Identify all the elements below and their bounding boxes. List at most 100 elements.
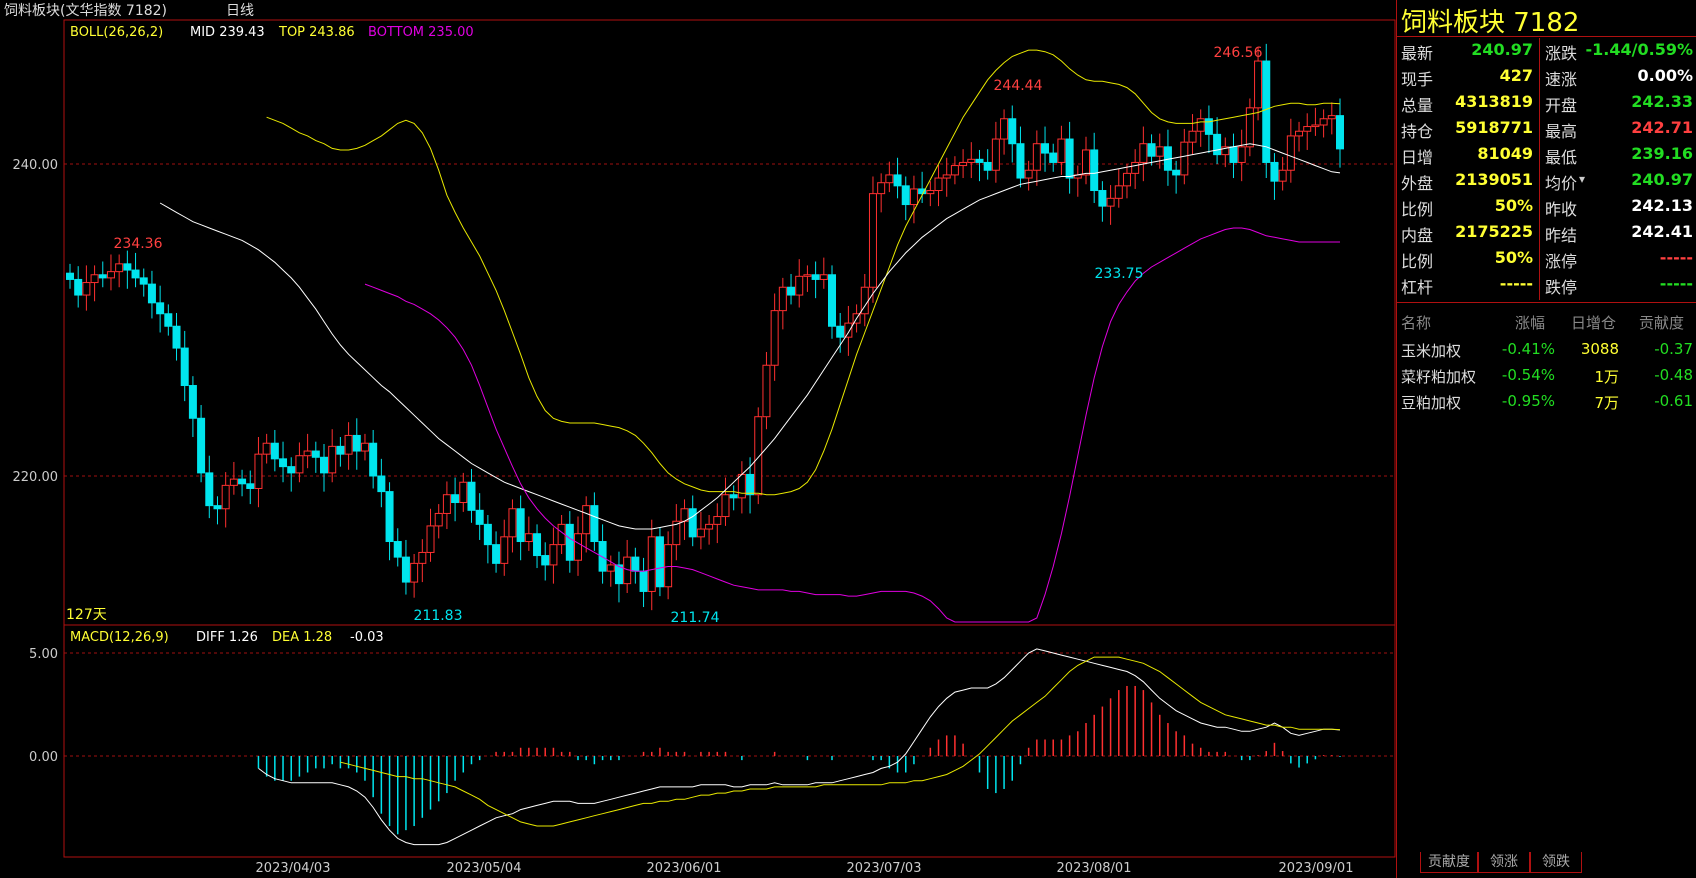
- candle-body: [1032, 143, 1041, 171]
- quote-value: -----: [1659, 274, 1693, 293]
- candle-body: [991, 138, 1000, 171]
- candle-body: [1188, 130, 1197, 143]
- candle-body: [614, 564, 623, 585]
- x-tick-label: 2023/05/04: [447, 861, 522, 876]
- macd-name[interactable]: MACD(12,26,9): [70, 630, 169, 645]
- boll-top: TOP 243.86: [278, 25, 355, 40]
- quote-value: 427: [1499, 66, 1533, 85]
- candle-body: [1000, 118, 1009, 140]
- candle-body: [483, 523, 492, 546]
- col-contrib[interactable]: 贡献度: [1639, 314, 1685, 332]
- row-name[interactable]: 豆粕加权: [1401, 394, 1462, 412]
- candle-body: [336, 445, 345, 455]
- quote-divider-bottom: [1397, 302, 1696, 303]
- quote-label: 涨跌: [1545, 44, 1578, 63]
- row-oi[interactable]: 7万: [1594, 394, 1619, 412]
- quote-title: 饲料板块 7182: [1401, 8, 1580, 38]
- kline-chart[interactable]: 240.00 220.00 5.00 0.00 2023/04/03 2023/05/04…: [0, 0, 1396, 878]
- col-name[interactable]: 名称: [1401, 314, 1432, 332]
- col-oi[interactable]: 日增仓: [1571, 314, 1617, 332]
- candle-body: [582, 505, 591, 535]
- candle-body: [82, 282, 91, 296]
- candle-body: [926, 190, 935, 195]
- candle-body: [836, 325, 845, 338]
- quote-label: 跌停: [1545, 278, 1578, 297]
- col-change[interactable]: 涨幅: [1515, 314, 1546, 332]
- price-annotation: 211.74: [671, 610, 720, 626]
- candle-body: [492, 544, 501, 564]
- price-annotation: 246.56: [1214, 45, 1263, 61]
- candle-body: [1245, 107, 1254, 148]
- candle-body: [188, 385, 197, 419]
- candle-body: [377, 475, 386, 493]
- candle-body: [328, 445, 337, 474]
- candle-body: [1106, 197, 1115, 207]
- period-selector[interactable]: 日线: [226, 3, 254, 19]
- macd-value: -0.03: [350, 630, 384, 645]
- candle-body: [655, 536, 664, 588]
- candle-body: [459, 481, 468, 504]
- candle-body: [205, 472, 214, 507]
- candle-body: [320, 456, 328, 474]
- candle-body: [1082, 149, 1090, 176]
- candle-body: [106, 271, 115, 279]
- candle-body: [795, 275, 804, 296]
- quote-value: 0.00%: [1637, 66, 1693, 85]
- candle-body: [1122, 172, 1131, 187]
- candle-body: [254, 453, 263, 489]
- candle-body: [1319, 118, 1328, 126]
- row-change[interactable]: -0.95%: [1501, 392, 1555, 410]
- candle-body: [434, 512, 443, 527]
- candle-body: [901, 185, 910, 206]
- candle-body: [500, 536, 509, 564]
- candle-body: [639, 570, 648, 592]
- row-contrib[interactable]: -0.61: [1654, 392, 1693, 410]
- candle-body: [287, 466, 296, 474]
- row-oi[interactable]: 1万: [1594, 368, 1619, 386]
- candle-body: [74, 278, 83, 296]
- quote-label: 比例: [1401, 200, 1434, 219]
- candle-body: [541, 555, 550, 566]
- tab-leading-down[interactable]: 领跌: [1530, 852, 1582, 873]
- quote-value: 242.41: [1631, 222, 1693, 241]
- candle-body: [393, 541, 402, 558]
- boll-mid-line: [159, 143, 1341, 530]
- candle-body: [1237, 146, 1246, 163]
- row-change[interactable]: -0.54%: [1501, 366, 1555, 384]
- candle-body: [221, 484, 230, 510]
- tab-contribution[interactable]: 贡献度: [1420, 852, 1478, 873]
- quote-divider-top: [1397, 36, 1696, 37]
- row-contrib[interactable]: -0.48: [1654, 366, 1693, 384]
- candle-body: [1057, 138, 1066, 163]
- candle-body: [1024, 169, 1033, 179]
- candle-body: [885, 174, 894, 184]
- boll-bottom: BOTTOM 235.00: [368, 25, 474, 40]
- candle-body: [975, 158, 984, 163]
- quote-panel: 饲料板块 7182 最新 240.97 现手 427 总量 4313819 持仓 591877…: [1396, 0, 1696, 878]
- candle-body: [270, 442, 279, 460]
- row-name[interactable]: 玉米加权: [1401, 342, 1462, 360]
- boll-name[interactable]: BOLL(26,26,2): [70, 25, 163, 40]
- candle-body: [66, 272, 74, 280]
- days-count: 127天: [66, 607, 107, 623]
- candle-body: [811, 274, 820, 280]
- tab-leading-up[interactable]: 领涨: [1478, 852, 1530, 873]
- candle-body: [1311, 124, 1320, 128]
- candle-body: [303, 450, 312, 457]
- candle-body: [590, 505, 599, 543]
- candle-body: [1090, 149, 1099, 192]
- candle-body: [213, 505, 222, 510]
- quote-value: 2175225: [1455, 222, 1533, 241]
- row-change[interactable]: -0.41%: [1501, 340, 1555, 358]
- quote-label: 速涨: [1545, 70, 1578, 89]
- candle-body: [139, 277, 148, 285]
- candle-body: [418, 551, 427, 564]
- avg-price-dropdown-icon[interactable]: ▾: [1579, 172, 1586, 186]
- candle-body: [1327, 115, 1336, 120]
- quote-value: -----: [1659, 248, 1693, 267]
- candle-body: [90, 274, 99, 284]
- row-name[interactable]: 菜籽粕加权: [1401, 368, 1477, 386]
- row-contrib[interactable]: -0.37: [1654, 340, 1693, 358]
- row-oi[interactable]: 3088: [1580, 340, 1619, 358]
- quote-label: 昨结: [1545, 226, 1578, 245]
